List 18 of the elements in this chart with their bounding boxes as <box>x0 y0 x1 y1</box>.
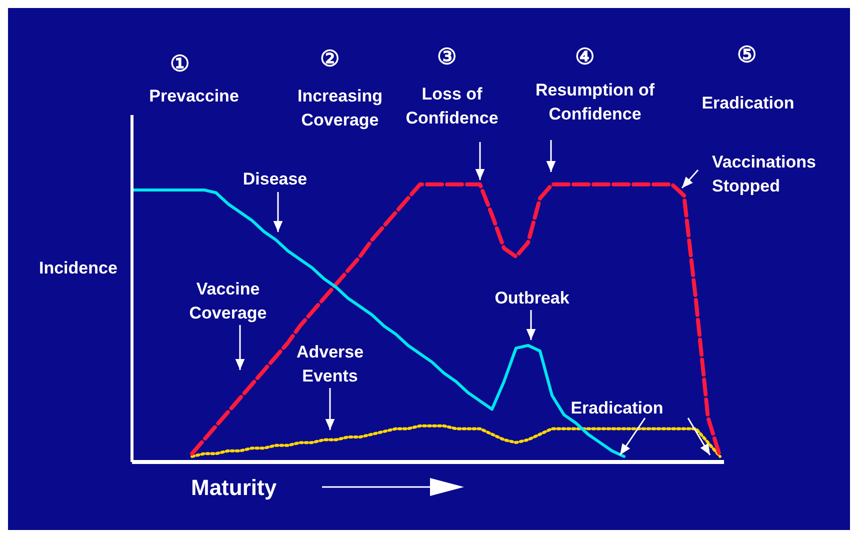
y-axis-title: Incidence <box>39 258 118 278</box>
text: Resumption of Confidence <box>536 80 655 124</box>
text: Loss of Confidence <box>406 84 498 128</box>
series-label: Disease <box>242 170 308 189</box>
text: ④ <box>575 44 595 70</box>
text: ⑤ <box>737 42 757 68</box>
series-label: Vaccine Coverage <box>189 280 267 323</box>
annotation: Eradication <box>570 398 664 418</box>
text: ① <box>170 51 190 76</box>
x-axis-title: Maturity <box>191 475 278 500</box>
text: Adverse Events <box>296 342 364 386</box>
text: Increasing Coverage <box>297 86 383 130</box>
text: Prevaccine <box>149 86 239 106</box>
text: ② <box>320 46 340 72</box>
text: ③ <box>437 44 457 70</box>
text: Eradication <box>702 94 794 113</box>
annotation: Outbreak <box>494 288 570 308</box>
annotation: Vaccinations Stopped <box>712 152 816 196</box>
